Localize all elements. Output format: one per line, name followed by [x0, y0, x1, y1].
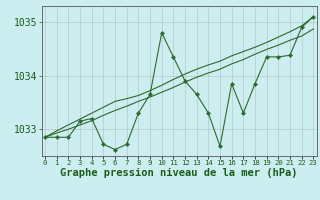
X-axis label: Graphe pression niveau de la mer (hPa): Graphe pression niveau de la mer (hPa)	[60, 168, 298, 178]
